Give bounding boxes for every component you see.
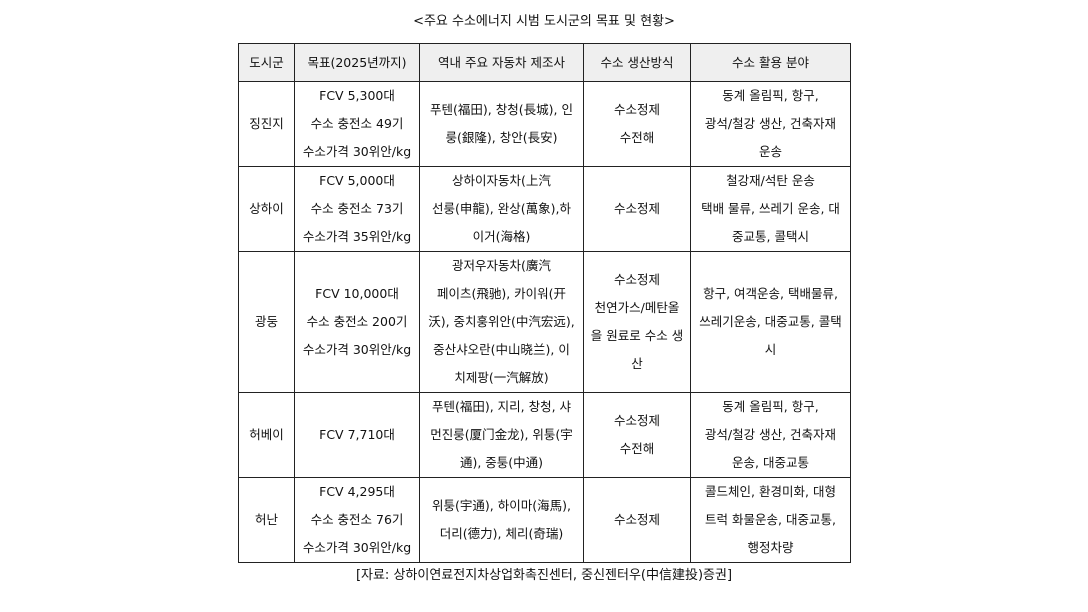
- cell-city: 허베이: [238, 392, 295, 478]
- table-row: 허베이 FCV 7,710대 푸텐(福田), 지리, 창청, 샤 먼진룽(厦门金…: [238, 392, 851, 478]
- cell-usage: 콜드체인, 환경미화, 대형 트럭 화물운송, 대중교통, 행정차량: [690, 477, 851, 563]
- cell-city: 상하이: [238, 166, 295, 252]
- table-row: 허난 FCV 4,295대 수소 충전소 76기 수소가격 30위안/kg 위퉁…: [238, 477, 851, 563]
- cell-manufacturers: 광저우자동차(廣汽 페이츠(飛驰), 카이워(开 沃), 중치훙위안(中汽宏远)…: [419, 251, 584, 393]
- cell-manufacturers: 위퉁(宇通), 하이마(海馬), 더리(德力), 체리(奇瑞): [419, 477, 584, 563]
- source-note: [자료: 상하이연료전지차상업화촉진센터, 중신젠터우(中信建投)증권]: [355, 568, 733, 583]
- cell-usage: 동계 올림픽, 항구, 광석/철강 생산, 건축자재 운송: [690, 81, 851, 167]
- cell-city: 징진지: [238, 81, 295, 167]
- cell-production: 수소정제 수전해: [583, 81, 691, 167]
- header-manufacturers: 역내 주요 자동차 제조사: [419, 43, 584, 82]
- cell-target: FCV 5,300대 수소 충전소 49기 수소가격 30위안/kg: [294, 81, 420, 167]
- cell-production: 수소정제 천연가스/메탄올 을 원료로 수소 생 산: [583, 251, 691, 393]
- cell-usage: 동계 올림픽, 항구, 광석/철강 생산, 건축자재 운송, 대중교통: [690, 392, 851, 478]
- cell-production: 수소정제: [583, 477, 691, 563]
- header-production: 수소 생산방식: [583, 43, 691, 82]
- header-usage: 수소 활용 분야: [690, 43, 851, 82]
- header-city: 도시군: [238, 43, 295, 82]
- cell-manufacturers: 푸텐(福田), 지리, 창청, 샤 먼진룽(厦门金龙), 위퉁(宇 通), 중퉁…: [419, 392, 584, 478]
- table-row: 상하이 FCV 5,000대 수소 충전소 73기 수소가격 35위안/kg 상…: [238, 166, 851, 252]
- cell-usage: 항구, 여객운송, 택배물류, 쓰레기운송, 대중교통, 콜택 시: [690, 251, 851, 393]
- cell-manufacturers: 상하이자동차(上汽 선룽(申龍), 완상(萬象),하 이거(海格): [419, 166, 584, 252]
- cell-manufacturers: 푸텐(福田), 창청(長城), 인 룽(銀隆), 창안(長安): [419, 81, 584, 167]
- header-target: 목표(2025년까지): [294, 43, 420, 82]
- cell-city: 광둥: [238, 251, 295, 393]
- table-row: 광둥 FCV 10,000대 수소 충전소 200기 수소가격 30위안/kg …: [238, 251, 851, 393]
- cell-target: FCV 7,710대: [294, 392, 420, 478]
- cell-target: FCV 4,295대 수소 충전소 76기 수소가격 30위안/kg: [294, 477, 420, 563]
- hydrogen-cities-table: 도시군 목표(2025년까지) 역내 주요 자동차 제조사 수소 생산방식 수소…: [238, 43, 851, 563]
- cell-city: 허난: [238, 477, 295, 563]
- table-row: 징진지 FCV 5,300대 수소 충전소 49기 수소가격 30위안/kg 푸…: [238, 81, 851, 167]
- cell-production: 수소정제 수전해: [583, 392, 691, 478]
- cell-usage: 철강재/석탄 운송 택배 물류, 쓰레기 운송, 대 중교통, 콜택시: [690, 166, 851, 252]
- header-row: 도시군 목표(2025년까지) 역내 주요 자동차 제조사 수소 생산방식 수소…: [238, 43, 851, 82]
- cell-target: FCV 10,000대 수소 충전소 200기 수소가격 30위안/kg: [294, 251, 420, 393]
- cell-production: 수소정제: [583, 166, 691, 252]
- cell-target: FCV 5,000대 수소 충전소 73기 수소가격 35위안/kg: [294, 166, 420, 252]
- table-title: <주요 수소에너지 시범 도시군의 목표 및 현황>: [413, 14, 675, 29]
